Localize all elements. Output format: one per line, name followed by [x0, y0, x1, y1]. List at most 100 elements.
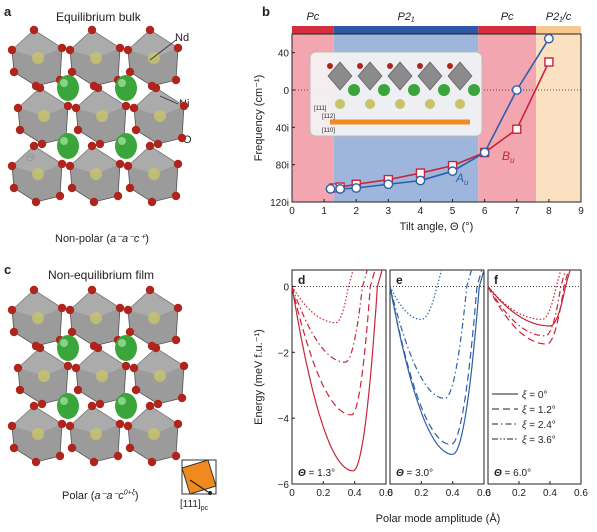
ni-atom	[90, 312, 102, 324]
oxygen-atom	[121, 361, 131, 371]
oxygen-atom	[125, 183, 135, 193]
oxygen-atom	[123, 421, 133, 431]
ni-atom	[96, 110, 108, 122]
energy-curve-dashdot	[389, 269, 473, 399]
oxygen-atom	[131, 385, 141, 395]
inset-ni	[455, 99, 465, 109]
axis-111-label: [111]pc	[180, 499, 209, 512]
ytick-label-b: 120i	[270, 198, 289, 209]
energy-curve-dashdot	[291, 269, 368, 363]
octahedron-face	[12, 146, 62, 174]
octahedron-face	[70, 146, 120, 174]
xtick-label-f: 0.4	[543, 488, 557, 499]
oxygen-atom	[63, 101, 73, 111]
panel-letter-a: a	[4, 4, 12, 19]
ni-atom	[96, 370, 108, 382]
point-A	[415, 175, 426, 186]
plot-frame-e	[389, 269, 485, 485]
xtick-label-e: 0.2	[414, 488, 428, 499]
oxygen-atom	[171, 191, 181, 201]
inset-ni	[425, 99, 435, 109]
oxygen-atom	[87, 25, 97, 35]
ylabel-def: Energy (meV f.u.⁻¹)	[253, 329, 265, 425]
oxygen-atom	[13, 363, 23, 373]
xtick-label-b: 4	[418, 206, 424, 217]
oxygen-atom	[173, 419, 183, 429]
oxygen-atom	[57, 303, 67, 313]
oxygen-atom	[87, 141, 97, 151]
oxygen-atom	[65, 161, 75, 171]
oxygen-atom	[179, 101, 189, 111]
xtick-label-f: 0.6	[574, 488, 588, 499]
ni-atom	[90, 168, 102, 180]
oxygen-atom	[9, 327, 19, 337]
inset-octahedron	[357, 61, 383, 91]
oxygen-atom	[123, 161, 133, 171]
ytick-label-d: −2	[278, 348, 290, 359]
oxygen-atom	[125, 327, 135, 337]
xtick-label-e: 0.6	[477, 488, 491, 499]
oxygen-atom	[67, 183, 77, 193]
ni-atom	[148, 428, 160, 440]
oxygen-atom	[145, 25, 155, 35]
phase-region	[478, 34, 537, 202]
oxygen-atom	[151, 343, 161, 353]
oxygen-atom	[153, 139, 163, 149]
inset-o	[417, 63, 423, 69]
ytick-label-b: 40	[278, 49, 290, 60]
oxygen-atom	[173, 43, 183, 53]
octahedron-face	[128, 30, 178, 58]
phase-label: Pc	[306, 11, 319, 23]
plot-frame-d	[291, 269, 387, 485]
inset-nd	[468, 84, 480, 96]
inset-o	[387, 63, 393, 69]
inset-ni	[395, 99, 405, 109]
oxygen-atom	[173, 303, 183, 313]
octahedron-face	[128, 146, 178, 174]
oxygen-atom	[145, 285, 155, 295]
inset-octahedron	[387, 61, 413, 91]
point-A	[383, 179, 394, 190]
oxygen-atom	[65, 305, 75, 315]
inset-nd	[438, 84, 450, 96]
panel-letter-c: c	[4, 262, 12, 277]
oxygen-atom	[7, 305, 17, 315]
ni-atom	[148, 168, 160, 180]
energy-curve-solid	[389, 269, 485, 456]
oxygen-atom	[123, 305, 133, 315]
inset-ni	[365, 99, 375, 109]
ni-atom	[38, 110, 50, 122]
oxygen-atom	[95, 139, 105, 149]
xtick-label-b: 6	[482, 206, 488, 217]
oxygen-atom	[37, 139, 47, 149]
xtick-label-d: 0.6	[379, 488, 393, 499]
oxygen-atom	[171, 75, 181, 85]
phase-label: Pc	[501, 11, 514, 23]
phase-bar	[292, 26, 334, 34]
nd-highlight	[60, 397, 68, 405]
oxygen-atom	[115, 303, 125, 313]
oxygen-atom	[145, 141, 155, 151]
nd-highlight	[118, 137, 126, 145]
oxygen-atom	[55, 451, 65, 461]
oxygen-atom	[89, 197, 99, 207]
xtick-label-f: 0	[485, 488, 491, 499]
octahedron-face	[134, 348, 184, 376]
ni-atom	[90, 428, 102, 440]
oxygen-atom	[31, 197, 41, 207]
xtick-label-f: 0.2	[512, 488, 526, 499]
oxygen-atom	[129, 363, 139, 373]
ytick-label-d: 0	[283, 282, 289, 293]
xlabel-b: Tilt angle, Θ (°)	[400, 221, 474, 233]
ni-atom	[32, 52, 44, 64]
point-B	[512, 124, 522, 134]
axis-cube-icon	[181, 459, 217, 495]
xtick-label-b: 7	[514, 206, 520, 217]
theta-label-f: Θ = 6.0°	[494, 468, 531, 479]
panel-letter-b: b	[262, 4, 270, 19]
label-nd: Nd	[175, 32, 190, 44]
octahedron-face	[70, 290, 120, 318]
xtick-label-b: 9	[578, 206, 584, 217]
oxygen-atom	[57, 419, 67, 429]
